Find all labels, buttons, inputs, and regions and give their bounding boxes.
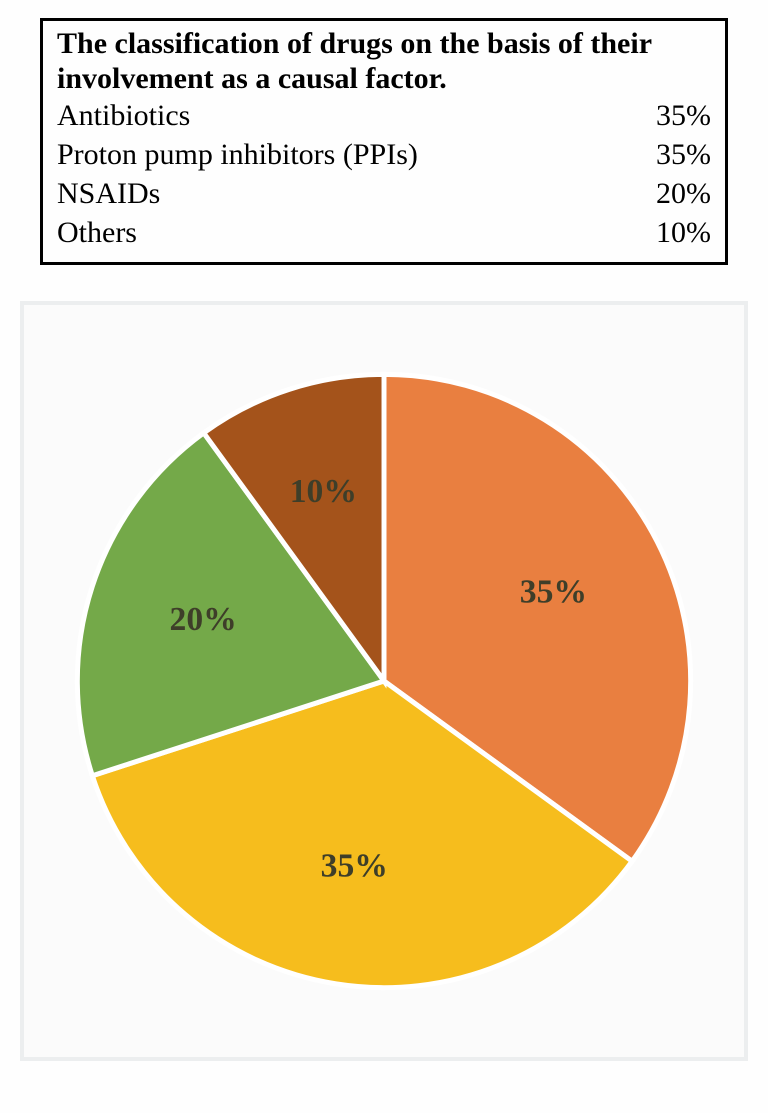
pie-slice-label: 20% [170, 601, 237, 638]
pie-slice-label: 10% [290, 473, 357, 510]
pie-slice-label: 35% [321, 848, 388, 885]
pie-chart: 35% 35% 20% 10% [34, 315, 734, 1047]
row-value: 20% [656, 174, 711, 213]
drug-classification-table: The classification of drugs on the basis… [40, 18, 728, 265]
row-label: Proton pump inhibitors (PPIs) [57, 135, 418, 174]
table-title: The classification of drugs on the basis… [57, 27, 711, 96]
row-label: Others [57, 213, 137, 252]
row-value: 35% [656, 135, 711, 174]
table-row: Antibiotics 35% [57, 96, 711, 135]
table-row: Proton pump inhibitors (PPIs) 35% [57, 135, 711, 174]
table-row: Others 10% [57, 213, 711, 252]
table-row: NSAIDs 20% [57, 174, 711, 213]
row-value: 35% [656, 96, 711, 135]
pie-chart-container: 35% 35% 20% 10% [20, 301, 748, 1061]
row-value: 10% [656, 213, 711, 252]
row-label: NSAIDs [57, 174, 160, 213]
row-label: Antibiotics [57, 96, 190, 135]
pie-slice-label: 35% [520, 573, 587, 610]
